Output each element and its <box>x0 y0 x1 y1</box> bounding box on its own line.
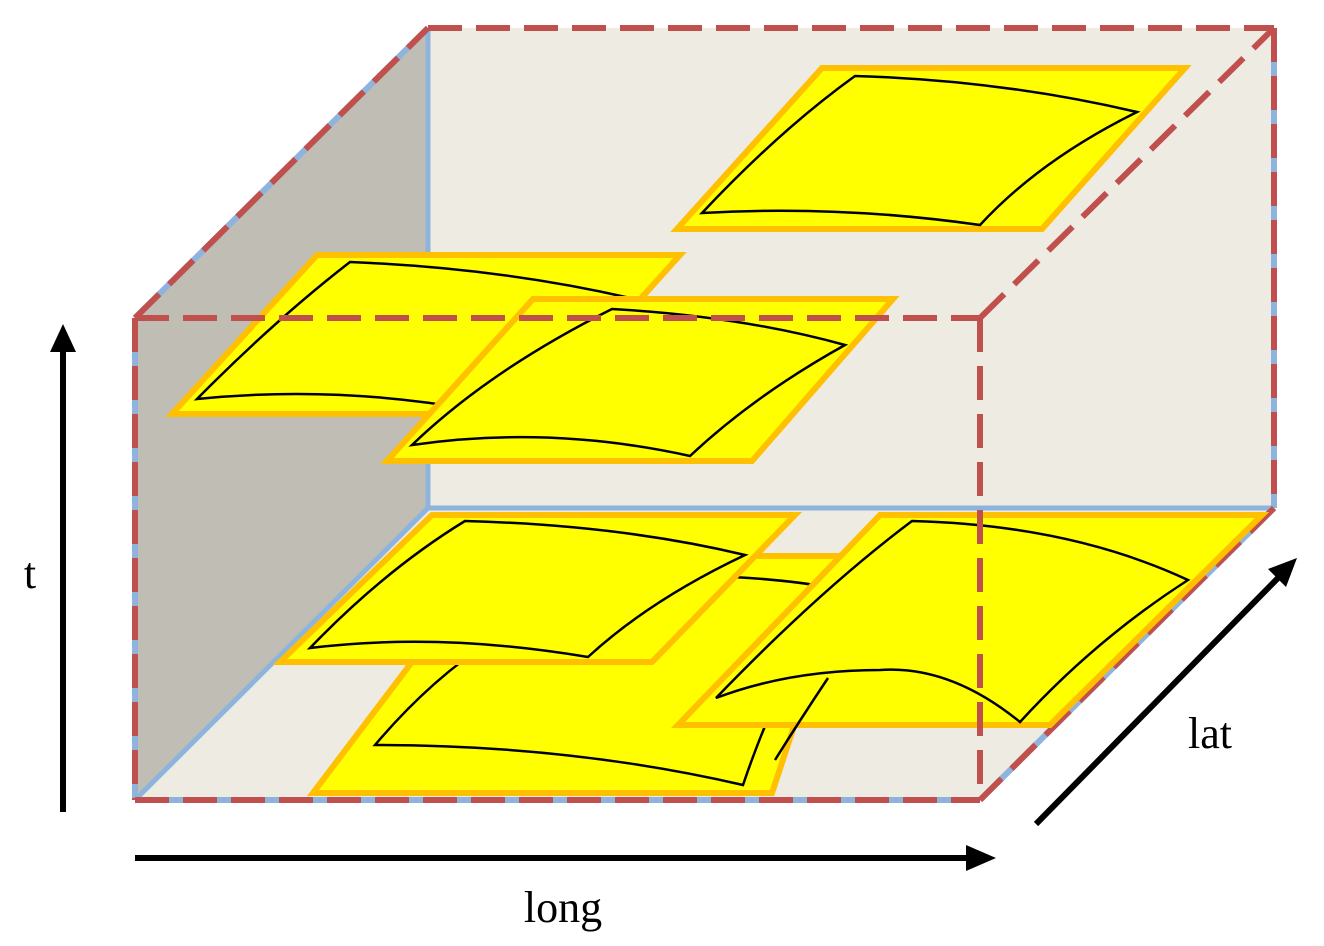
lat-axis-label: lat <box>1188 709 1232 758</box>
tile-top-back <box>670 65 1192 232</box>
t-axis-label: t <box>24 549 36 598</box>
long-axis-arrow <box>135 845 996 871</box>
tile-mid-right <box>380 296 900 464</box>
t-axis-arrow <box>50 324 76 812</box>
tile-floor-left <box>272 512 803 665</box>
front-dashed-edges <box>135 25 1277 800</box>
outer-edges-red <box>132 25 1277 803</box>
lat-axis-arrow <box>1033 558 1297 827</box>
long-axis-label: long <box>524 883 602 932</box>
tile-floor-right <box>670 512 1270 761</box>
